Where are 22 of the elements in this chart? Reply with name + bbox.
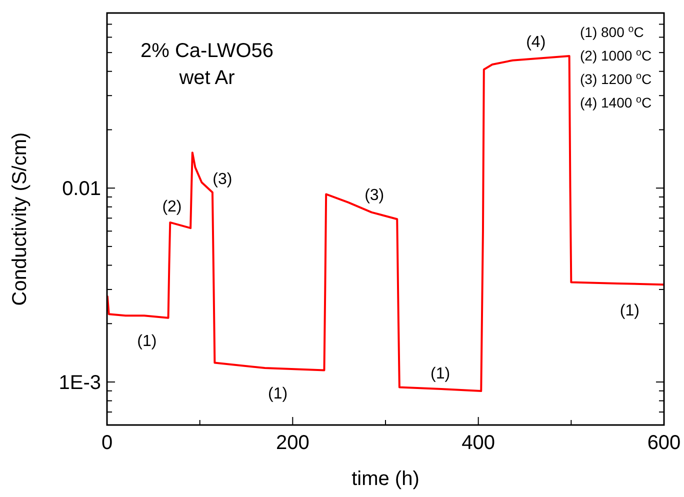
annotation: (1) 800 $^{o}$C: [580, 24, 644, 40]
y-tick-label: 1E-3: [58, 372, 101, 394]
annotation: (1): [268, 385, 288, 402]
y-axis-title: Conductivity (S/cm): [9, 132, 31, 306]
x-tick-label: 200: [276, 432, 310, 454]
text: 2% Ca-LWO56: [140, 40, 274, 62]
text: wet Ar: [178, 67, 236, 89]
annotation: (3) 1200 $^{o}$C: [580, 70, 652, 87]
y-tick-label: 0.01: [62, 178, 101, 200]
annotation: (2) 1000 $^{o}$C: [580, 47, 652, 64]
annotation: (3): [364, 187, 384, 204]
annotation: (1): [137, 333, 157, 350]
annotation: (4) 1400 $^{o}$C: [580, 94, 652, 110]
x-axis-title: time (h): [352, 468, 420, 490]
annotation: (4): [526, 34, 546, 52]
x-tick-label: 400: [462, 432, 496, 454]
annotation: (3): [212, 171, 232, 188]
x-tick-label: 0: [101, 432, 113, 454]
annotation: (2): [162, 198, 182, 216]
annotation: (1): [620, 302, 640, 320]
x-tick-label: 600: [647, 432, 681, 454]
annotation: (1): [430, 366, 450, 383]
